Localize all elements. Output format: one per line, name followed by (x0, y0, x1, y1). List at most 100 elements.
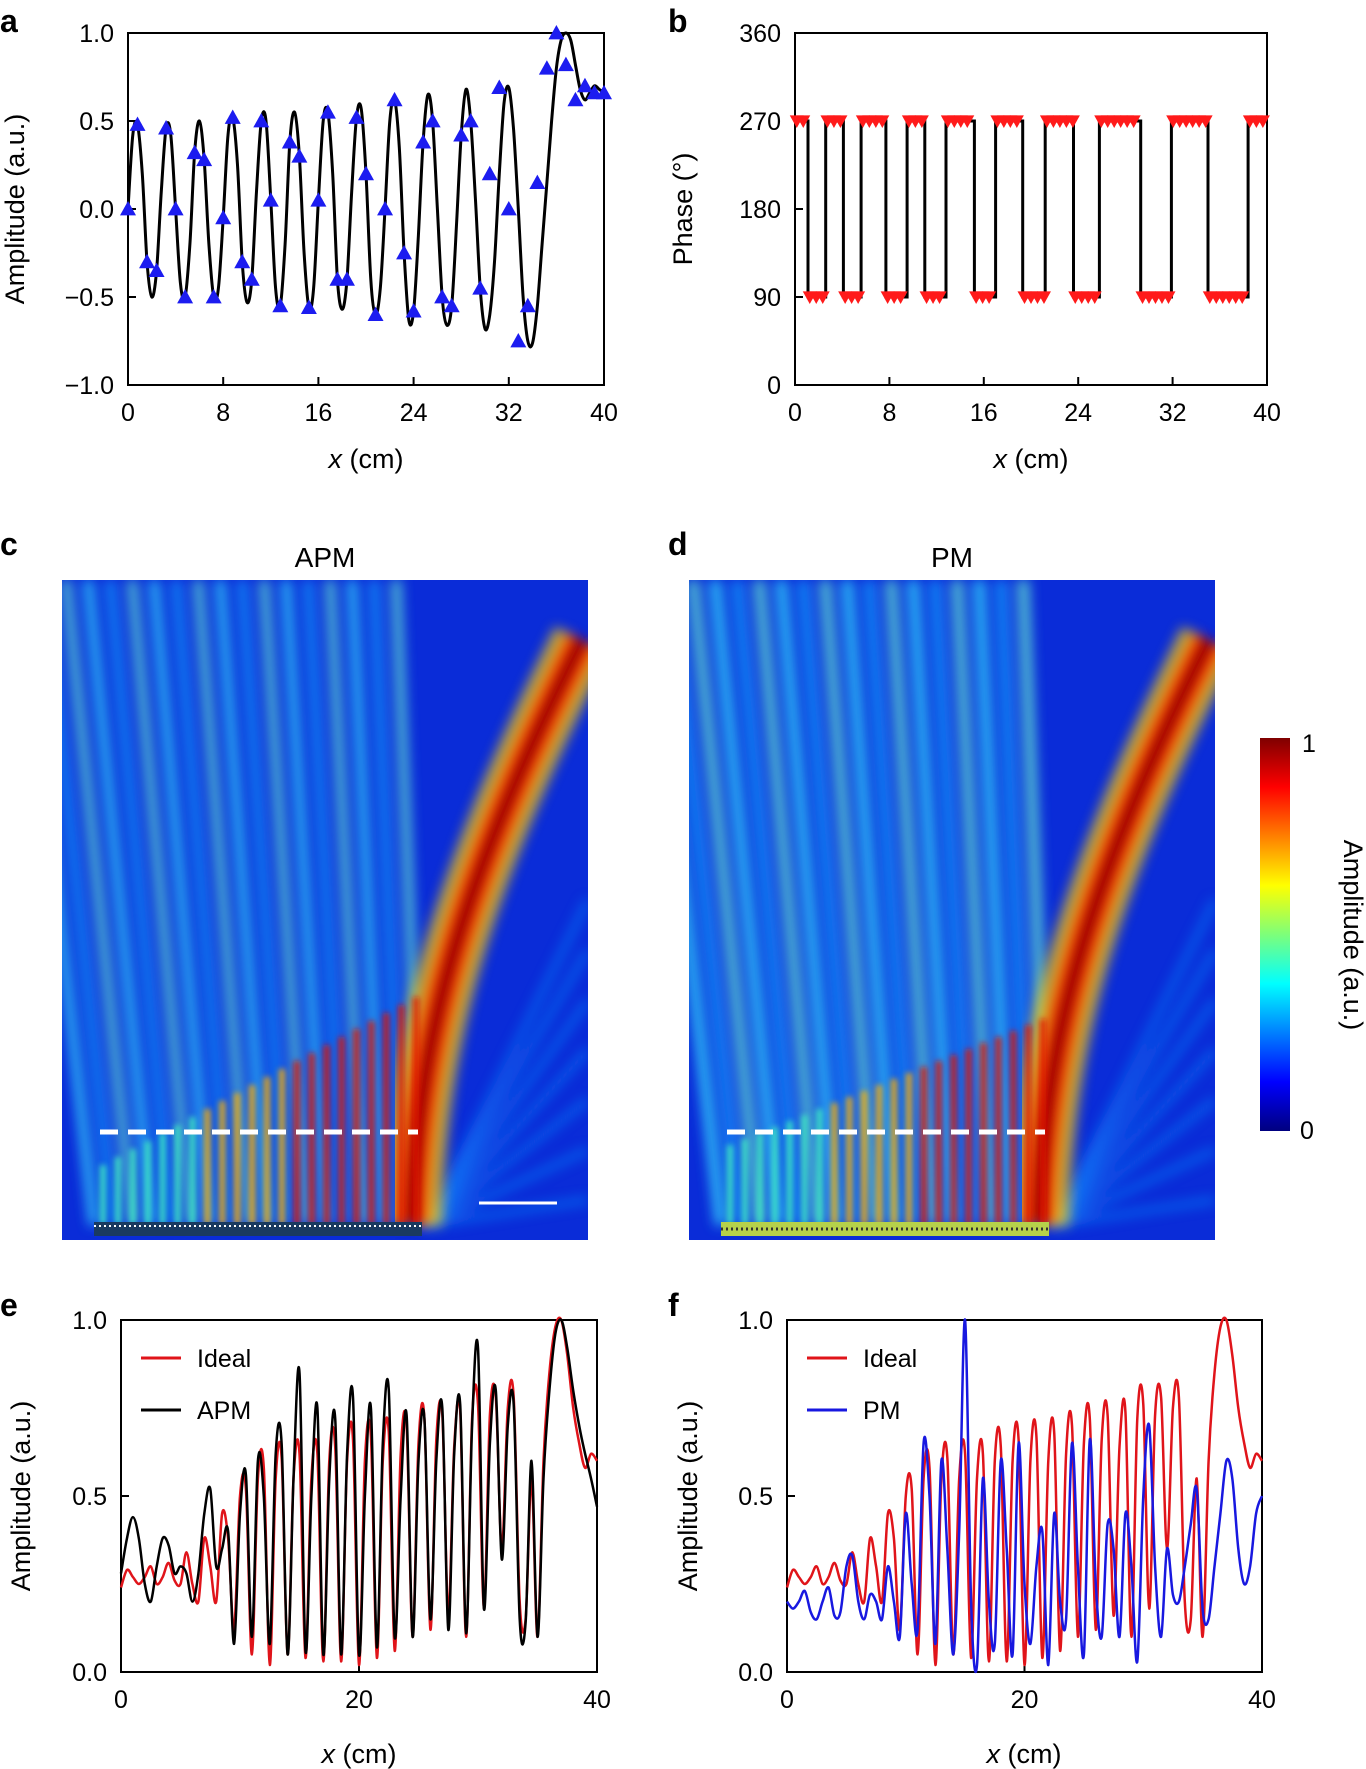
fringe-c-8 (219, 1101, 226, 1225)
panel-letter-e: e (0, 1287, 18, 1323)
marker-triangle-45 (548, 25, 565, 40)
marker-triangle-37 (472, 280, 489, 295)
phase-marker-17 (893, 291, 908, 304)
marker-triangle-18 (291, 148, 308, 163)
fringe-d-6 (816, 1109, 823, 1225)
panel-letter-d: d (668, 526, 688, 562)
ray-c-15 (347, 580, 389, 1226)
ray-d-15 (973, 580, 1017, 1226)
ray-c-2 (62, 580, 138, 1226)
xlabel-a-unit: (cm) (342, 444, 403, 474)
axes-f: 0 20 40 0.0 0.5 1.0 (738, 1307, 1276, 1714)
field-rays-c (62, 580, 588, 1229)
xlabel-e: x (cm) (320, 1739, 397, 1769)
xtick-label-b-4: 32 (1159, 399, 1187, 427)
marker-triangle-24 (348, 109, 365, 124)
plot-area-f (785, 1316, 1264, 1673)
marker-triangle-0 (120, 201, 136, 216)
ray-right-c-0 (423, 898, 588, 1227)
panel-letter-a: a (0, 3, 18, 39)
fringe-d-18 (995, 1037, 1002, 1225)
fringe-d-5 (801, 1115, 808, 1225)
plot-area-b (789, 115, 1270, 304)
ray-right-d-4 (1051, 1097, 1215, 1228)
ray-c-6 (149, 580, 215, 1226)
xlabel-a: x (cm) (327, 444, 404, 474)
fringe-d-12 (905, 1073, 912, 1225)
fringe-d-3 (771, 1127, 778, 1225)
marker-triangle-7 (186, 144, 203, 160)
fringe-c-20 (398, 1005, 405, 1225)
metasurface-c (94, 1222, 422, 1236)
fringe-d-10 (876, 1085, 883, 1225)
plot-area-e (119, 1316, 599, 1667)
plot-area-a (120, 25, 612, 349)
xtick-label-e-2: 40 (583, 1686, 611, 1714)
marker-triangle-40 (500, 201, 517, 216)
phase-marker-43 (1065, 115, 1080, 128)
series-line-continuous (126, 31, 605, 349)
marker-triangle-19 (300, 299, 317, 314)
legend-e-ideal-label: Ideal (197, 1345, 251, 1373)
xtick-label-f-2: 40 (1248, 1686, 1276, 1714)
metasurface-d (721, 1222, 1049, 1236)
marker-triangle-12 (234, 253, 251, 269)
marker-triangle-17 (281, 134, 298, 149)
panel-letter-b: b (668, 3, 688, 39)
phase-marker-20 (914, 115, 929, 128)
field-map-d (689, 580, 1215, 1240)
marker-triangle-38 (481, 165, 498, 181)
fringe-c-17 (353, 1029, 360, 1225)
xtick-label-b-3: 24 (1064, 399, 1092, 427)
ray-c-1 (62, 700, 119, 1226)
marker-triangle-21 (319, 104, 336, 119)
marker-triangle-47 (567, 91, 584, 107)
panel-b-phase-profile: b 0 8 16 24 32 40 0 90 180 270 360 x (cm) Phase (°… (668, 3, 1281, 474)
legend-e: Ideal APM (141, 1345, 251, 1425)
marker-triangle-8 (196, 151, 213, 167)
phase-marker-4 (815, 291, 830, 304)
xlabel-b: x (cm) (992, 444, 1069, 474)
xlabel-b-var: x (992, 444, 1009, 474)
fringe-c-2 (129, 1149, 136, 1225)
ray-d-9 (841, 580, 901, 1226)
fringe-c-7 (204, 1109, 211, 1225)
marker-triangle-15 (262, 192, 279, 207)
marker-triangle-13 (243, 271, 260, 286)
marker-triangle-31 (415, 134, 432, 149)
marker-triangle-23 (338, 271, 355, 286)
fringe-d-2 (756, 1133, 763, 1225)
phase-marker-34 (1009, 115, 1024, 128)
ray-d-4 (731, 580, 805, 1226)
xtick-label-e-1: 20 (345, 1686, 373, 1714)
marker-triangle-5 (167, 201, 184, 216)
fringe-d-7 (831, 1103, 838, 1225)
marker-triangle-48 (576, 77, 593, 93)
xtick-label-a-4: 32 (495, 399, 523, 427)
xtick-label-b-5: 40 (1253, 399, 1281, 427)
fringe-c-14 (308, 1053, 315, 1225)
marker-triangle-28 (386, 91, 403, 107)
fringe-c-15 (323, 1045, 330, 1225)
xtick-label-a-0: 0 (121, 399, 135, 427)
legend-e-apm-label: APM (197, 1397, 251, 1425)
legend-f: Ideal PM (807, 1345, 917, 1425)
fringe-d-8 (846, 1097, 853, 1225)
legend-f-ideal-label: Ideal (863, 1345, 917, 1373)
ytick-label-b-0: 0 (767, 372, 781, 400)
ray-d-0 (689, 884, 727, 1226)
panel-f-pm-comparison: f 0 20 40 0.0 0.5 1.0 Ideal PM x (cm) Amplitu… (668, 1287, 1276, 1769)
ray-right-c-1 (423, 948, 588, 1227)
marker-triangle-50 (596, 84, 612, 100)
fringe-c-6 (189, 1117, 196, 1225)
phase-marker-27 (960, 115, 975, 128)
fringe-d-15 (950, 1055, 957, 1225)
ray-right-d-1 (1050, 948, 1215, 1227)
ytick-label-a-2: 0.0 (79, 196, 114, 224)
marker-triangle-25 (358, 165, 374, 181)
panel-e-apm-comparison: e 0 20 40 0.0 0.5 1.0 Ideal APM x (cm) Amplit… (0, 1287, 611, 1769)
fringe-c-19 (383, 1013, 390, 1225)
phase-marker-47 (1087, 291, 1102, 304)
xtick-label-a-5: 40 (590, 399, 618, 427)
